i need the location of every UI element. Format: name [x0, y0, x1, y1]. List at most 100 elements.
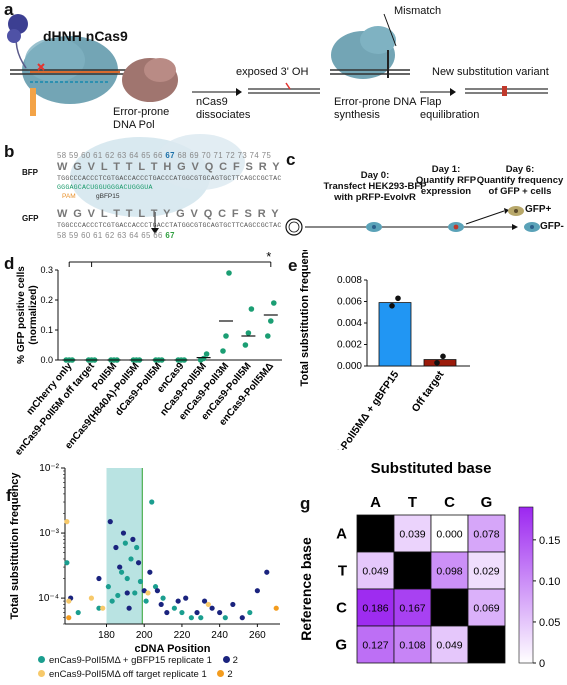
- f-point: [273, 605, 279, 611]
- g-title: Substituted base: [371, 460, 492, 477]
- f-point: [217, 609, 223, 616]
- day1-title: Day 1:: [431, 164, 461, 175]
- f-point: [183, 595, 189, 601]
- bfp-amino-acids: W G V L T T L T H G V Q C F S R Y: [57, 161, 282, 173]
- f-x-tick-label: 180: [98, 630, 115, 641]
- f-point: [205, 601, 211, 608]
- legend-dot-off-rep2: [217, 670, 225, 677]
- panel-c-label: c: [286, 150, 296, 169]
- g-cell-label: 0.186: [362, 603, 388, 615]
- g-cell-label: 0.098: [436, 566, 462, 578]
- f-point: [130, 536, 136, 542]
- f-point: [239, 615, 245, 621]
- g-cell-label: 0.039: [399, 529, 425, 541]
- legend-dot-off-rep1: [38, 670, 45, 677]
- f-point: [100, 605, 106, 611]
- f-point: [109, 598, 115, 604]
- g-column-label: T: [408, 494, 417, 511]
- panel-a-label: a: [4, 0, 14, 19]
- legend-dot-gbfp-rep1: [38, 656, 45, 663]
- f-point: [120, 530, 127, 536]
- d-point: [203, 351, 210, 357]
- day1-block: Day 1: Quantify RFP expression: [414, 164, 478, 197]
- chart-d: 0.0 0.1 0.2 0.3 % GFP positive cells (normali…: [13, 250, 282, 458]
- f-y-tick-label: 10⁻⁴: [38, 593, 59, 604]
- e-y-label: Total substitution frequency: [299, 250, 311, 387]
- chart-f: 10⁻² 10⁻³ 10⁻⁴ 180 200 220 240 260 cDNA Position…: [9, 463, 280, 653]
- day0-block: Day 0: Transfect HEK293-BFP with pRFP-Ev…: [320, 170, 430, 203]
- f-point: [201, 598, 208, 604]
- g-cell: [467, 551, 506, 590]
- e-y-tick-label: 0.004: [337, 318, 362, 329]
- bfp-label: BFP: [22, 168, 38, 177]
- f-point: [107, 519, 113, 525]
- e-y-tick-label: 0.008: [337, 275, 362, 286]
- panel-d-label: d: [4, 254, 15, 273]
- f-point: [154, 588, 161, 594]
- g-cell-label: 0.127: [362, 640, 388, 652]
- gfp-dna: TGGCCCACCCTCGTGACCACCCTGACCTATGGCGTGCAGT…: [57, 222, 282, 229]
- f-point: [64, 519, 70, 525]
- g-cell: [356, 625, 395, 664]
- gbfp-label: gBFP15: [96, 193, 120, 200]
- f-x-tick-label: 220: [174, 630, 191, 641]
- f-point: [143, 598, 149, 604]
- gfp-pos-label: GFP+: [525, 204, 552, 215]
- g-cell-label: 0.000: [436, 529, 462, 541]
- f-point: [132, 590, 138, 596]
- g-cell: [430, 588, 469, 627]
- day1-text: Quantify RFP expression: [415, 175, 477, 197]
- g-column-label: A: [370, 494, 381, 511]
- dissociate-label: nCas9 dissociates: [196, 96, 251, 121]
- f-point: [115, 592, 121, 599]
- g-cell-label: 0.029: [473, 566, 499, 578]
- legend-text-off-rep2: 2: [227, 669, 233, 680]
- mismatch-label: Mismatch: [394, 5, 442, 17]
- bfp-dna: TGGCCCACCCTCGTGACCACCCTGACCCATGGCGTGCAGT…: [57, 175, 282, 182]
- g-cell-label: 0.069: [473, 603, 499, 615]
- g-cell: [393, 625, 432, 664]
- panel-b-background: [70, 134, 245, 234]
- f-x-tick-label: 260: [249, 630, 266, 641]
- f-x-tick-label: 200: [136, 630, 153, 641]
- f-x-label: cDNA Position: [135, 643, 211, 653]
- panel-g-label: g: [300, 494, 311, 513]
- f-point: [96, 605, 102, 611]
- g-colorbar-tick-label: 0: [539, 658, 545, 670]
- f-point: [126, 605, 132, 611]
- e-point: [434, 359, 440, 366]
- e-bar: [378, 302, 412, 367]
- f-point: [254, 588, 260, 594]
- f-point: [222, 615, 228, 621]
- f-x-tick-label: 240: [211, 630, 228, 641]
- g-colorbar-tick-label: 0.15: [539, 535, 560, 547]
- d-significance: *: [266, 250, 271, 264]
- f-point: [264, 569, 270, 575]
- d-point: [226, 270, 232, 276]
- g-cell-label: 0.078: [473, 529, 499, 541]
- f-point: [105, 584, 111, 590]
- f-point: [145, 590, 151, 596]
- f-point: [124, 575, 130, 582]
- legend-text-gbfp-rep2: 2: [232, 655, 238, 666]
- f-point: [124, 590, 130, 596]
- d-point: [242, 342, 249, 348]
- g-cell: [356, 514, 395, 553]
- flap-label: Flap equilibration: [420, 96, 480, 121]
- day6-title: Day 6:: [505, 164, 535, 175]
- d-y-tick-label: 0.3: [40, 265, 53, 275]
- legend-text-gbfp-rep1: enCas9-PolI5MΔ + gBFP15 replicate 1: [49, 655, 212, 666]
- f-point: [117, 564, 123, 570]
- f-point: [149, 499, 155, 505]
- d-y-label: (normalized): [28, 285, 39, 344]
- g-cell: [467, 588, 506, 627]
- f-point: [158, 601, 164, 608]
- e-y-tick-label: 0.000: [337, 361, 362, 372]
- f-y-label: Total substitution frequency: [9, 472, 21, 620]
- f-point: [128, 556, 134, 562]
- f-point: [66, 615, 72, 621]
- g-cell-label: 0.049: [362, 566, 388, 578]
- g-y-label: Reference base: [298, 537, 314, 641]
- panel-f-label: f: [6, 486, 12, 505]
- e-y-tick-label: 0.006: [337, 297, 362, 308]
